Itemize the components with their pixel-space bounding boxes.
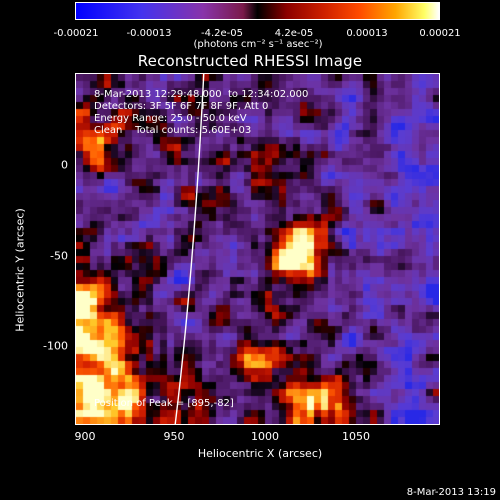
x-tick-label: 950 [163,430,185,443]
y-tick-label: -50 [50,249,68,263]
colorbar [75,2,440,20]
x-axis-label: Heliocentric X (arcsec) [197,447,323,460]
colorbar-tick: -0.00013 [126,28,172,39]
rhessi-image-plot: 8-Mar-2013 12:29:48.000 to 12:34:02.000 … [75,73,440,425]
y-tick-label: -100 [43,339,68,353]
y-axis-label: Heliocentric Y (arcsec) [13,208,27,332]
limb-arc [174,74,205,424]
info-detectors: Detectors: 3F 5F 6F 7F 8F 9F, Att 0 [94,101,269,112]
colorbar-tick: -0.00021 [53,28,99,39]
x-tick-label: 1050 [342,430,370,443]
plot-title: Reconstructed RHESSI Image [137,52,363,70]
peak-position: Position of Peak = [895,-82] [94,398,234,409]
colorbar-tick: 4.2e-05 [274,28,314,39]
info-energy: Energy Range: 25.0 - 50.0 keV [94,113,247,124]
heatmap-image [76,74,439,424]
colorbar-tick: 0.00021 [419,28,461,39]
info-clean: Clean Total counts: 5.60E+03 [94,125,252,136]
timestamp: 8-Mar-2013 13:19 [406,487,496,498]
solar-limb [174,74,205,424]
colorbar-tick: 0.00013 [346,28,388,39]
colorbar-units: (photons cm⁻² s⁻¹ asec⁻²) [193,39,323,50]
x-tick-label: 1000 [251,430,279,443]
y-tick-label: 0 [61,158,68,172]
info-time: 8-Mar-2013 12:29:48.000 to 12:34:02.000 [94,89,309,100]
colorbar-tick: -4.2e-05 [201,28,243,39]
x-tick-label: 900 [74,430,96,443]
